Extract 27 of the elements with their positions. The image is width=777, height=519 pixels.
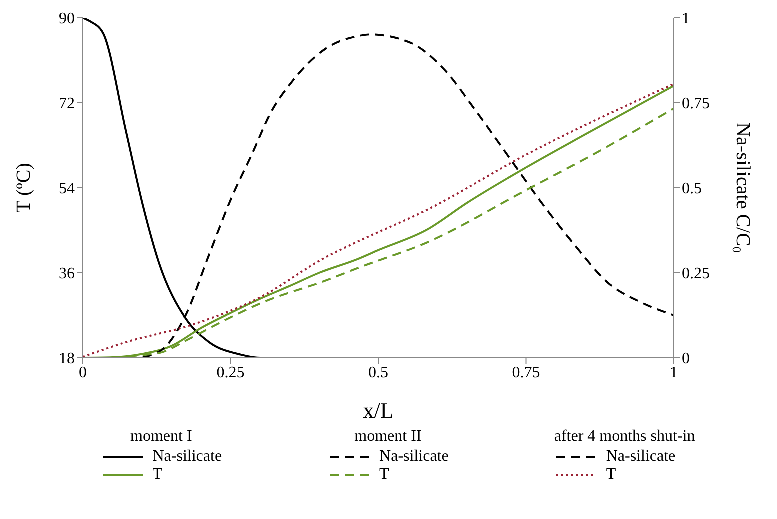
y-tick-label: 18 xyxy=(59,350,75,368)
y2-axis-title: Na-silicate C/C₀ xyxy=(732,122,754,254)
legend-label: T xyxy=(606,466,616,484)
y2-tick-label: 0.5 xyxy=(682,180,702,198)
legend-label: Na-silicate xyxy=(380,448,449,466)
y-tick-label: 54 xyxy=(59,180,75,198)
legend-label: Na-silicate xyxy=(152,448,222,466)
text: moment I xyxy=(130,428,194,446)
x-tick-label: 0 xyxy=(79,364,87,382)
y-tick-label: 72 xyxy=(59,96,75,113)
y2-tick-label: 0 xyxy=(682,350,690,368)
x-axis-title: x/L xyxy=(363,398,394,423)
y2-tick-label: 0.75 xyxy=(682,96,710,113)
y-axis-title: T (ºC) xyxy=(13,163,36,213)
text: moment II xyxy=(354,428,423,446)
x-tick-label: 0.75 xyxy=(512,364,540,382)
legend-label: Na-silicate xyxy=(606,448,676,466)
y2-tick-label: 1 xyxy=(682,10,690,28)
y-tick-label: 36 xyxy=(59,266,75,283)
legend-label: T xyxy=(152,466,163,484)
text: after 4 months shut-in xyxy=(554,428,696,446)
y2-tick-label: 0.25 xyxy=(682,266,710,283)
y-tick-label: 90 xyxy=(59,10,75,28)
x-tick-label: 0.5 xyxy=(368,364,388,382)
x-tick-label: 1 xyxy=(670,364,678,382)
x-tick-label: 0.25 xyxy=(216,364,245,382)
legend-label: T xyxy=(380,466,390,484)
